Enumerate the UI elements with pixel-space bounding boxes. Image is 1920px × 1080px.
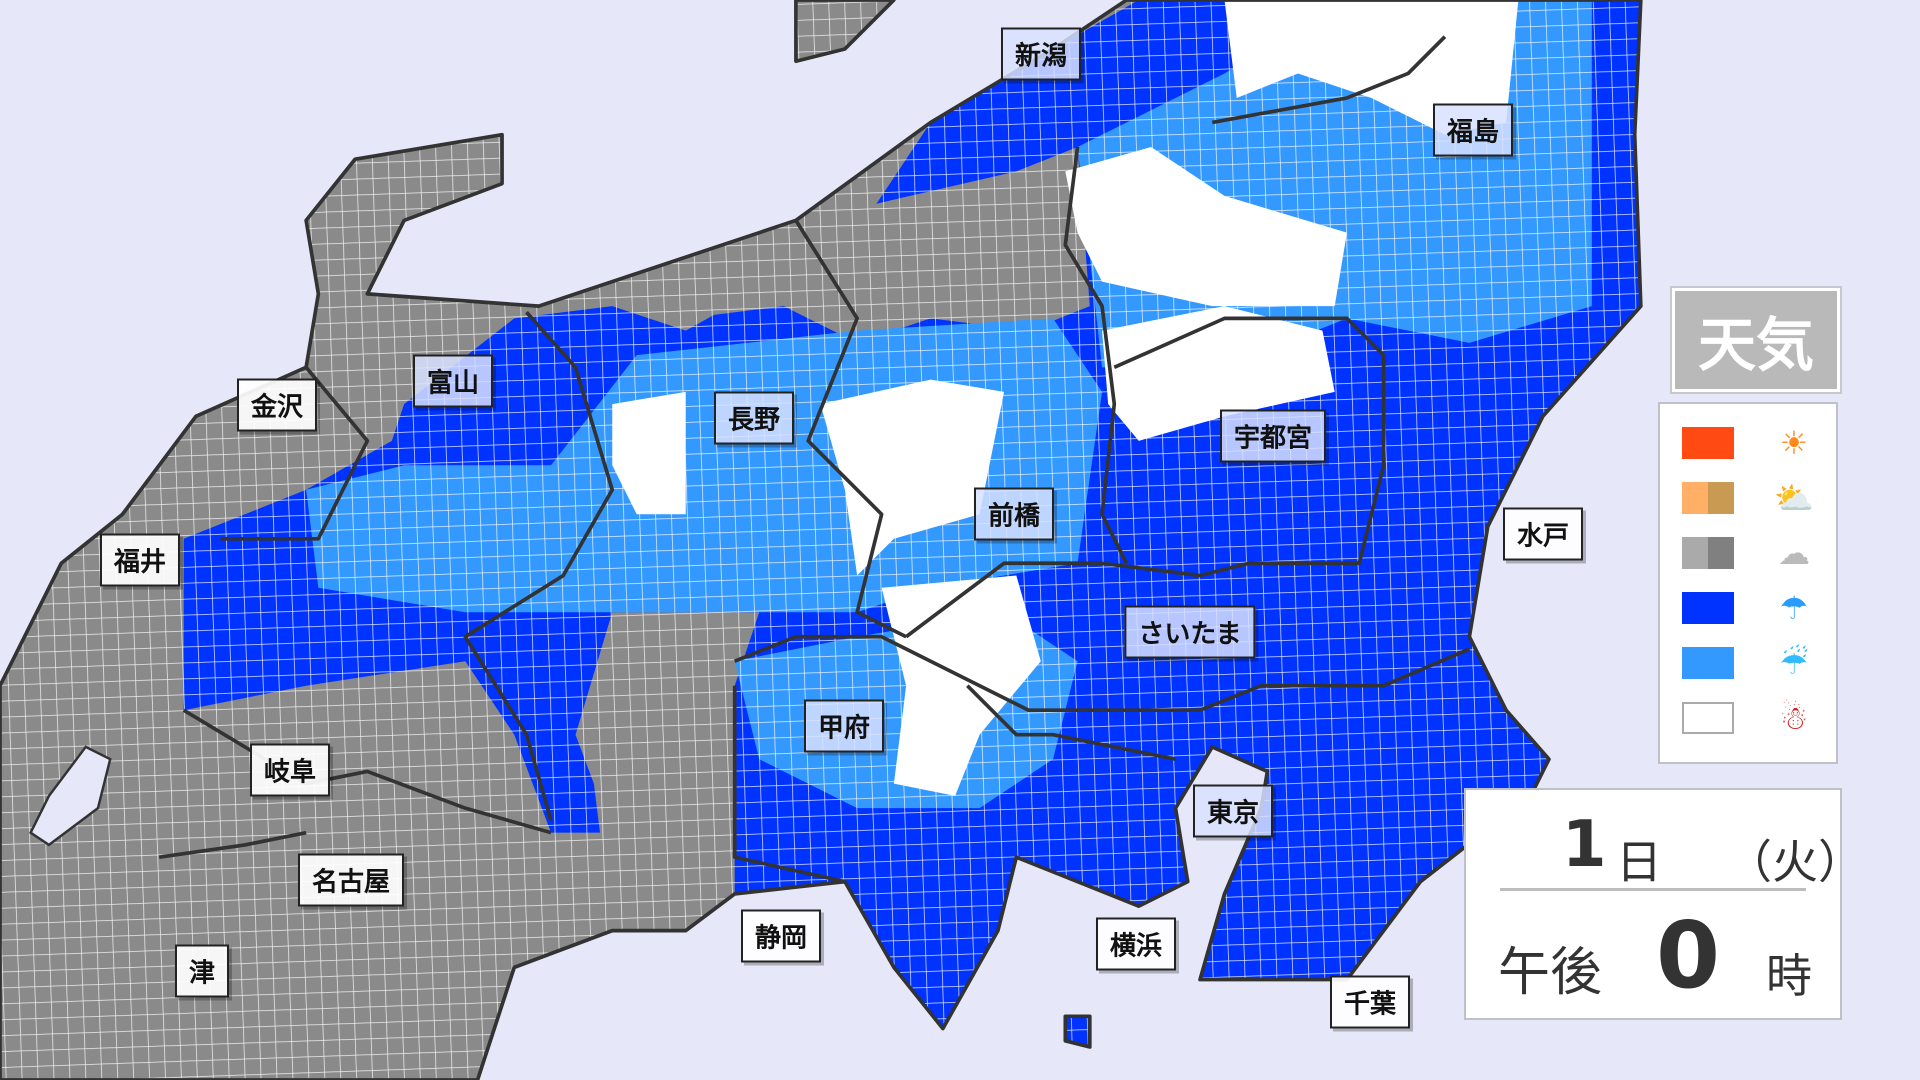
legend-swatch [1682,592,1734,624]
city-label-tokyo: 東京 [1192,784,1274,838]
city-label-utsunomiya: 宇都宮 [1219,409,1327,463]
city-label-maebashi: 前橋 [973,487,1055,541]
legend-row: ⛅ [1682,479,1822,517]
city-label-yokohama: 横浜 [1095,917,1177,971]
city-label-fukui: 福井 [99,533,181,587]
city-label-fukushima: 福島 [1432,103,1514,157]
city-label-kanazawa: 金沢 [236,378,318,432]
hour-unit: 時 [1766,949,1812,1003]
weekday: （火） [1726,835,1864,889]
city-label-saitama: さいたま [1124,605,1256,659]
city-label-chiba: 千葉 [1329,975,1411,1029]
umbrella-rain-icon: ☂ [1779,589,1809,627]
city-label-kofu: 甲府 [803,699,885,753]
city-label-tsu: 津 [174,944,230,998]
legend-swatch [1682,647,1734,679]
legend-swatch [1682,537,1734,569]
sun-cloud-icon: ⛅ [1774,479,1814,517]
city-label-toyama: 富山 [412,354,494,408]
legend-row: ☁ [1682,534,1822,572]
umbrella-sleet-icon: ☔ [1779,644,1809,682]
legend-row: ☂ [1682,589,1822,627]
legend-title: 天気 [1670,286,1842,394]
city-label-mito: 水戸 [1502,507,1584,561]
weather-legend: ☀ ⛅ ☁ ☂ ☔ ☃ [1658,402,1838,764]
city-label-niigata: 新潟 [1000,27,1082,81]
legend-swatch [1682,702,1734,734]
city-label-nagano: 長野 [713,391,795,445]
cloud-icon: ☁ [1778,534,1810,572]
city-label-shizuoka: 静岡 [740,909,822,963]
city-label-gifu: 岐阜 [249,743,331,797]
sun-icon: ☀ [1779,424,1809,462]
day-number: 1 [1562,808,1607,882]
lake-biwa [29,745,112,847]
legend-row: ☀ [1682,424,1822,462]
datetime-panel: 1 日 （火） 午後 0 時 [1464,788,1864,1020]
city-label-nagoya: 名古屋 [297,853,405,907]
day-unit: 日 [1616,835,1662,889]
divider [1500,888,1806,891]
snowman-icon: ☃ [1779,699,1809,737]
am-pm: 午後 [1498,943,1603,1003]
legend-row: ☔ [1682,644,1822,682]
legend-swatch [1682,482,1734,514]
legend-row: ☃ [1682,699,1822,737]
legend-swatch [1682,427,1734,459]
hour-number: 0 [1656,902,1721,1009]
